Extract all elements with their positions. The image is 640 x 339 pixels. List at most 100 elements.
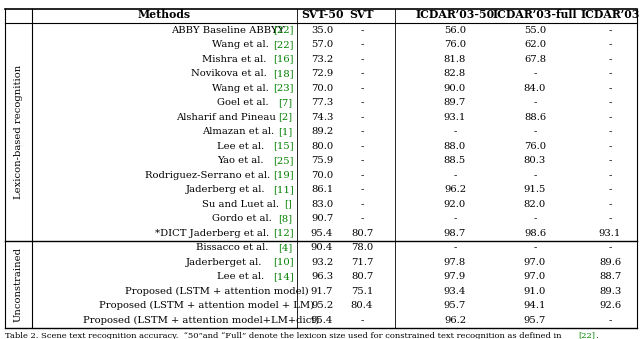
Text: Yao et al.: Yao et al.	[217, 156, 267, 165]
Text: [11]: [11]	[273, 185, 294, 194]
Text: [22]: [22]	[273, 40, 294, 49]
Text: 70.0: 70.0	[311, 171, 333, 180]
Text: 86.1: 86.1	[311, 185, 333, 194]
Text: Jaderberget al.: Jaderberget al.	[186, 258, 269, 267]
Text: -: -	[360, 142, 364, 151]
Text: -: -	[533, 127, 537, 136]
Text: -: -	[608, 113, 612, 122]
Text: 95.4: 95.4	[311, 316, 333, 325]
Text: -: -	[453, 214, 457, 223]
Text: Novikova et al.: Novikova et al.	[191, 69, 270, 78]
Text: -: -	[360, 171, 364, 180]
Text: 95.7: 95.7	[444, 301, 466, 310]
Text: 91.5: 91.5	[524, 185, 546, 194]
Text: 72.9: 72.9	[311, 69, 333, 78]
Text: 56.0: 56.0	[444, 26, 466, 35]
Text: 89.2: 89.2	[311, 127, 333, 136]
Text: -: -	[608, 243, 612, 252]
Text: 89.7: 89.7	[444, 98, 466, 107]
Text: 81.8: 81.8	[444, 55, 466, 64]
Text: -: -	[533, 243, 537, 252]
Text: 90.4: 90.4	[311, 243, 333, 252]
Text: [10]: [10]	[273, 258, 294, 267]
Text: 78.0: 78.0	[351, 243, 373, 252]
Text: 96.3: 96.3	[311, 272, 333, 281]
Text: .: .	[596, 332, 598, 339]
Text: [14]: [14]	[273, 272, 294, 281]
Text: 76.0: 76.0	[444, 40, 466, 49]
Text: 91.0: 91.0	[524, 287, 546, 296]
Text: 62.0: 62.0	[524, 40, 546, 49]
Text: -: -	[360, 69, 364, 78]
Text: -: -	[453, 243, 457, 252]
Text: -: -	[608, 156, 612, 165]
Text: 80.3: 80.3	[524, 156, 546, 165]
Text: Alsharif and Pineau: Alsharif and Pineau	[176, 113, 279, 122]
Text: Lee et al.: Lee et al.	[217, 142, 268, 151]
Text: 88.5: 88.5	[444, 156, 466, 165]
Text: -: -	[608, 55, 612, 64]
Text: -: -	[360, 127, 364, 136]
Text: 88.6: 88.6	[524, 113, 546, 122]
Text: 80.0: 80.0	[311, 142, 333, 151]
Text: -: -	[360, 156, 364, 165]
Text: -: -	[360, 185, 364, 194]
Text: 96.2: 96.2	[444, 185, 466, 194]
Text: 94.1: 94.1	[524, 301, 547, 310]
Text: 80.7: 80.7	[351, 229, 373, 238]
Text: 70.0: 70.0	[311, 84, 333, 93]
Text: Wang et al.: Wang et al.	[212, 84, 272, 93]
Text: -: -	[608, 84, 612, 93]
Text: 98.6: 98.6	[524, 229, 546, 238]
Text: [22]: [22]	[579, 332, 595, 339]
Text: 74.3: 74.3	[311, 113, 333, 122]
Text: -: -	[533, 69, 537, 78]
Text: [7]: [7]	[278, 98, 292, 107]
Text: 82.0: 82.0	[524, 200, 546, 209]
Text: ICDAR’03-50: ICDAR’03-50	[415, 9, 495, 20]
Text: -: -	[360, 200, 364, 209]
Text: *DICT Jaderberg et al.: *DICT Jaderberg et al.	[156, 229, 273, 238]
Text: Su and Luet al.: Su and Luet al.	[202, 200, 282, 209]
Text: Unconstrained: Unconstrained	[14, 246, 23, 321]
Text: SVT-50: SVT-50	[301, 9, 343, 20]
Text: SVT: SVT	[349, 9, 374, 20]
Text: -: -	[608, 200, 612, 209]
Text: 93.4: 93.4	[444, 287, 466, 296]
Text: Table 2. Scene text recognition accuracy.  “50”and “Full” denote the lexicon siz: Table 2. Scene text recognition accuracy…	[5, 332, 564, 339]
Text: -: -	[608, 26, 612, 35]
Text: Methods: Methods	[138, 9, 191, 20]
Text: 80.7: 80.7	[351, 272, 373, 281]
Text: 90.7: 90.7	[311, 214, 333, 223]
Text: ABBY Baseline ABBYY: ABBY Baseline ABBYY	[171, 26, 287, 35]
Text: 89.3: 89.3	[599, 287, 621, 296]
Text: -: -	[453, 127, 457, 136]
Text: -: -	[360, 316, 364, 325]
Text: Mishra et al.: Mishra et al.	[202, 55, 269, 64]
Text: 67.8: 67.8	[524, 55, 546, 64]
Text: Proposed (LSTM + attention model): Proposed (LSTM + attention model)	[125, 287, 308, 296]
Text: 76.0: 76.0	[524, 142, 546, 151]
Text: [16]: [16]	[273, 55, 294, 64]
Text: -: -	[360, 84, 364, 93]
Text: [22]: [22]	[273, 26, 294, 35]
Text: 75.1: 75.1	[351, 287, 373, 296]
Text: 92.6: 92.6	[599, 301, 621, 310]
Text: -: -	[360, 55, 364, 64]
Text: -: -	[608, 98, 612, 107]
Text: 80.4: 80.4	[351, 301, 373, 310]
Text: -: -	[360, 113, 364, 122]
Text: [1]: [1]	[278, 127, 293, 136]
Text: -: -	[608, 40, 612, 49]
Text: Lee et al.: Lee et al.	[217, 272, 268, 281]
Text: Rodriguez-Serrano et al.: Rodriguez-Serrano et al.	[145, 171, 273, 180]
Text: 91.7: 91.7	[311, 287, 333, 296]
Text: 97.0: 97.0	[524, 258, 546, 267]
Text: 95.2: 95.2	[311, 301, 333, 310]
Text: 82.8: 82.8	[444, 69, 466, 78]
Text: Almazan et al.: Almazan et al.	[202, 127, 277, 136]
Text: [25]: [25]	[273, 156, 294, 165]
Text: 97.8: 97.8	[444, 258, 466, 267]
Text: []: []	[284, 200, 291, 209]
Text: 77.3: 77.3	[311, 98, 333, 107]
